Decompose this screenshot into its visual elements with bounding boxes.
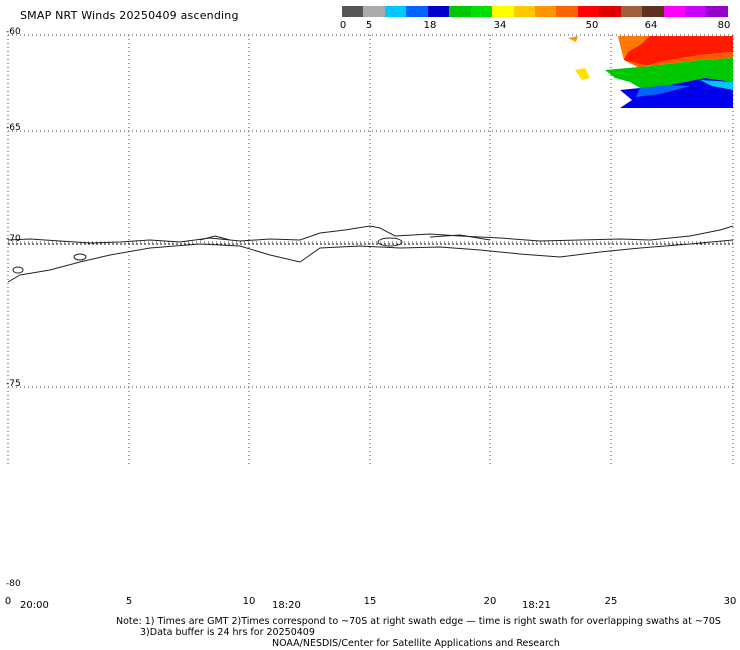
latitude-label: -60: [6, 27, 21, 37]
colorbar-segment: [556, 6, 578, 17]
colorbar-segment: [577, 6, 600, 17]
latitude-label: -70: [6, 234, 21, 244]
colorbar-tick: 50: [585, 20, 599, 31]
coastline: [7, 225, 734, 283]
longitude-label: 30: [723, 596, 737, 607]
colorbar-segment: [406, 6, 428, 17]
footnote-line: 3)Data buffer is 24 hrs for 20250409: [140, 627, 315, 638]
colorbar-segment: [470, 6, 493, 17]
colorbar-segment: [599, 6, 621, 17]
longitude-label: 5: [125, 596, 133, 607]
colorbar-segment: [620, 6, 643, 17]
colorbar-segment: [363, 6, 385, 17]
graticule: [7, 34, 734, 465]
colorbar-tick: 34: [493, 20, 507, 31]
colorbar-segment: [534, 6, 557, 17]
colorbar-tick: 5: [365, 20, 373, 31]
colorbar-tick: 80: [717, 20, 731, 31]
colorbar-segment: [449, 6, 471, 17]
longitude-label: 0: [4, 596, 12, 607]
latitude-label: -80: [6, 579, 21, 589]
map-title: SMAP NRT Winds 20250409 ascending: [20, 9, 239, 22]
footnote-line: Note: 1) Times are GMT 2)Times correspon…: [116, 616, 721, 627]
swath-time-label: 18:20: [272, 600, 301, 611]
colorbar-segment: [427, 6, 450, 17]
swath-time-label: 18:21: [522, 600, 551, 611]
longitude-label: 10: [242, 596, 256, 607]
colorbar-tick: 64: [644, 20, 658, 31]
longitude-label: 15: [363, 596, 377, 607]
wind-speed-colorbar: [342, 6, 728, 17]
colorbar-tick: 0: [339, 20, 347, 31]
wind-swath: [568, 36, 733, 108]
colorbar-segment: [384, 6, 407, 17]
colorbar-tick-labels: 0 5 18 34 50 64 80: [0, 20, 740, 34]
colorbar-segment: [513, 6, 535, 17]
colorbar-segment: [342, 6, 364, 17]
swath-time-label: 20:00: [20, 600, 49, 611]
footnote-credit: NOAA/NESDIS/Center for Satellite Applica…: [272, 638, 560, 649]
colorbar-segment: [492, 6, 514, 17]
colorbar-segment: [642, 6, 664, 17]
latitude-label: -75: [6, 379, 21, 389]
colorbar-tick: 18: [423, 20, 437, 31]
colorbar-segment: [706, 6, 728, 17]
longitude-label: 25: [604, 596, 618, 607]
colorbar-segment: [663, 6, 685, 17]
longitude-label: 20: [483, 596, 497, 607]
latitude-label: -65: [6, 123, 21, 133]
colorbar-segment: [685, 6, 707, 17]
